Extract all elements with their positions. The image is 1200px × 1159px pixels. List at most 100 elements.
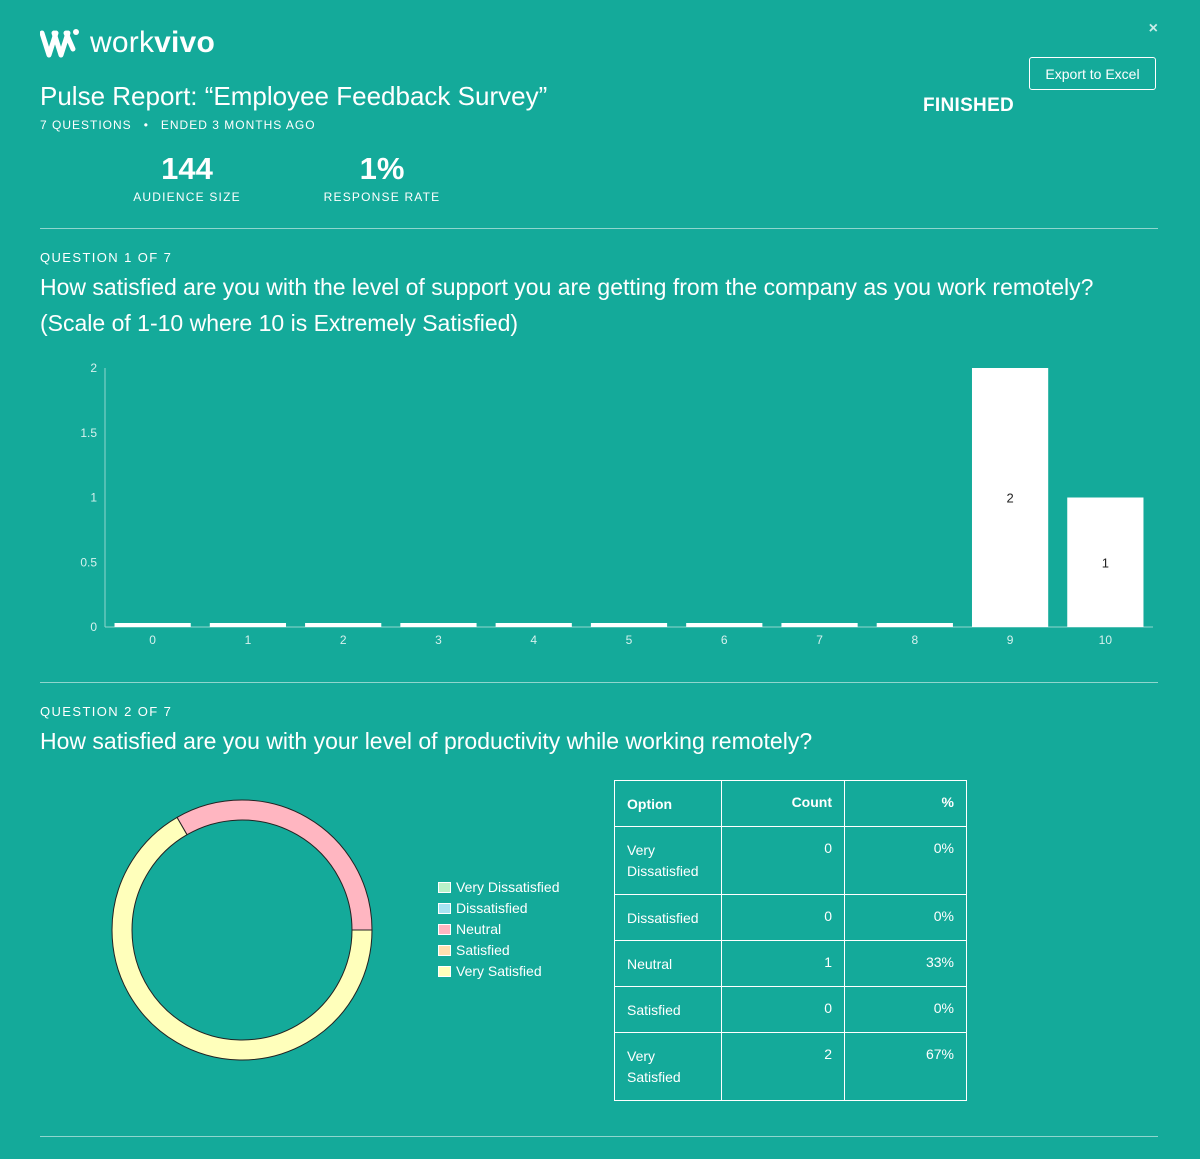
question-1-number: QUESTION 1 OF 7 [40, 250, 173, 265]
x-tick-label: 0 [149, 633, 156, 647]
question-2-donut-chart [111, 799, 373, 1061]
x-tick-label: 10 [1099, 633, 1113, 647]
legend-swatch [438, 882, 451, 893]
option-cell: Dissatisfied [614, 894, 722, 941]
y-tick-label: 0 [90, 620, 97, 634]
option-cell: Very Dissatisfied [614, 826, 722, 895]
count-cell: 0 [721, 986, 845, 1033]
count-cell: 2 [721, 1032, 845, 1101]
bar [114, 623, 191, 627]
column-header-count: Count [721, 780, 845, 827]
y-tick-label: 2 [90, 361, 97, 375]
close-icon[interactable]: × [1148, 20, 1158, 37]
divider [40, 682, 1158, 683]
column-header-option: Option [614, 780, 722, 827]
x-tick-label: 3 [435, 633, 442, 647]
brand-name-bold: vivo [154, 26, 215, 59]
status-badge: FINISHED [923, 95, 1015, 116]
question-1-text: How satisfied are you with the level of … [40, 274, 1094, 336]
column-header-percent: % [844, 780, 967, 827]
question-count: 7 QUESTIONS [40, 118, 132, 132]
option-cell: Neutral [614, 940, 722, 987]
brand-name-light: work [90, 26, 155, 59]
legend-swatch [438, 903, 451, 914]
legend-label: Neutral [456, 921, 502, 937]
percent-cell: 67% [844, 1032, 967, 1101]
x-tick-label: 8 [911, 633, 918, 647]
workvivo-logo: workvivo [40, 26, 215, 60]
bar [209, 623, 287, 627]
count-cell: 0 [721, 826, 845, 895]
table-row: Satisfied 0 0% [614, 986, 967, 1033]
x-tick-label: 7 [816, 633, 823, 647]
legend-label: Satisfied [456, 942, 510, 958]
legend-label: Dissatisfied [456, 900, 528, 916]
percent-cell: 33% [844, 940, 967, 987]
legend-item: Neutral [438, 919, 559, 940]
bar [781, 623, 858, 627]
percent-cell: 0% [844, 986, 967, 1033]
workvivo-logo-icon [40, 29, 79, 58]
legend-swatch [438, 966, 451, 977]
legend-item: Very Dissatisfied [438, 877, 559, 898]
response-rate-stat: 1% RESPONSE RATE [318, 151, 446, 204]
bar [686, 623, 763, 627]
question-1-bar-chart: 0 0.5 1 1.5 2 0 1 2 3 4 5 6 7 8 2 9 1 10 [80, 361, 1153, 647]
audience-size-label: AUDIENCE SIZE [133, 190, 241, 204]
bar [305, 623, 382, 627]
survey-meta: 7 QUESTIONS • ENDED 3 MONTHS AGO [40, 118, 316, 132]
y-tick-label: 0.5 [80, 555, 97, 569]
x-tick-label: 9 [1007, 633, 1014, 647]
ended-time: ENDED 3 MONTHS AGO [160, 118, 316, 132]
bar [876, 623, 953, 627]
bar [495, 623, 572, 627]
question-2-number: QUESTION 2 OF 7 [40, 704, 173, 719]
percent-cell: 0% [844, 894, 967, 941]
legend-label: Very Satisfied [456, 963, 542, 979]
question-2-text: How satisfied are you with your level of… [40, 728, 813, 754]
meta-separator: • [143, 118, 149, 132]
count-cell: 0 [721, 894, 845, 941]
audience-size-value: 144 [161, 151, 213, 186]
y-tick-label: 1.5 [80, 426, 97, 440]
option-cell: Very Satisfied [614, 1032, 722, 1101]
divider [40, 1136, 1158, 1137]
donut-slice [176, 799, 373, 931]
bar-data-label: 1 [1102, 555, 1109, 570]
legend-swatch [438, 924, 451, 935]
x-tick-label: 1 [245, 633, 252, 647]
divider [40, 228, 1158, 229]
count-cell: 1 [721, 940, 845, 987]
legend-item: Dissatisfied [438, 898, 559, 919]
table-row: Dissatisfied 0 0% [614, 894, 967, 941]
x-tick-label: 4 [530, 633, 537, 647]
percent-cell: 0% [844, 826, 967, 895]
response-rate-value: 1% [359, 151, 405, 186]
option-cell: Satisfied [614, 986, 722, 1033]
legend-label: Very Dissatisfied [456, 879, 560, 895]
table-header-row: Option Count % [614, 780, 967, 827]
response-rate-label: RESPONSE RATE [323, 190, 441, 204]
table-row: Neutral 1 33% [614, 940, 967, 987]
donut-legend: Very Dissatisfied Dissatisfied Neutral S… [438, 877, 559, 982]
legend-swatch [438, 945, 451, 956]
legend-item: Satisfied [438, 940, 559, 961]
x-tick-label: 5 [626, 633, 633, 647]
table-row: Very Satisfied 2 67% [614, 1032, 967, 1101]
legend-item: Very Satisfied [438, 961, 559, 982]
table-row: Very Dissatisfied 0 0% [614, 826, 967, 895]
x-tick-label: 6 [721, 633, 728, 647]
page-title: Pulse Report: “Employee Feedback Survey” [40, 81, 548, 111]
workvivo-wordmark: workvivo [90, 26, 215, 60]
x-tick-label: 2 [340, 633, 347, 647]
donut-slice [111, 816, 373, 1061]
export-to-excel-button[interactable]: Export to Excel [1029, 57, 1156, 90]
bar [590, 623, 668, 627]
bar-data-label: 2 [1006, 491, 1013, 506]
question-2-results-table: Option Count % Very Dissatisfied 0 0% Di… [614, 780, 967, 1101]
bar [971, 368, 1049, 627]
bar [1067, 497, 1144, 627]
y-tick-label: 1 [90, 491, 97, 505]
bar [400, 623, 477, 627]
audience-size-stat: 144 AUDIENCE SIZE [126, 151, 248, 204]
